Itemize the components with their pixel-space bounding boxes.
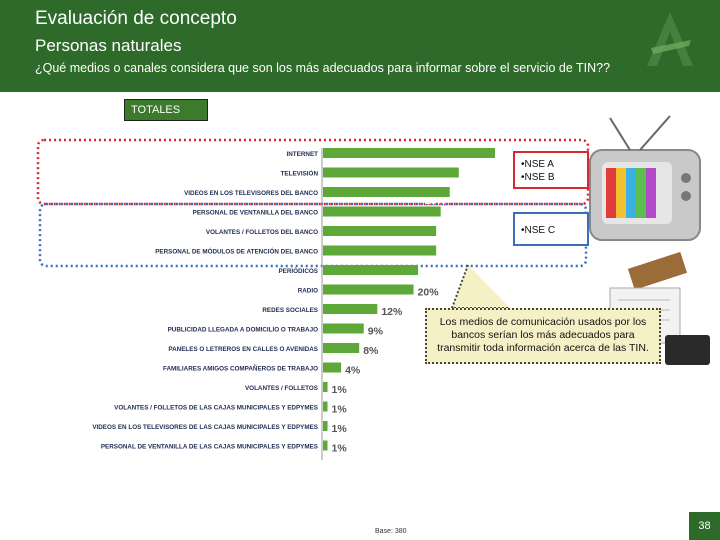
bar: [323, 187, 450, 197]
value-label: 30%: [434, 176, 456, 188]
conclusion-callout: Los medios de comunicación usados por lo…: [425, 308, 661, 364]
legend-item: •NSE A: [521, 159, 554, 170]
survey-question: ¿Qué medios o canales considera que son …: [35, 61, 611, 75]
legend-item: •NSE C: [521, 225, 556, 236]
value-label: 4%: [345, 365, 361, 377]
page-title: Evaluación de concepto: [35, 8, 237, 29]
bar: [323, 362, 342, 373]
base-sample-label: Base: 380: [375, 528, 407, 535]
bar: [323, 226, 437, 236]
bar: [323, 284, 414, 295]
bar: [323, 148, 495, 158]
page-number: 38: [689, 512, 720, 540]
value-label: 26%: [416, 215, 438, 227]
category-label: PERSONAL DE VENTANILLA DE LAS CAJAS MUNI…: [101, 444, 318, 451]
bar: [323, 382, 328, 392]
bar: [323, 167, 459, 178]
bar: [323, 206, 441, 217]
value-label: 20%: [418, 287, 440, 299]
value-label: 12%: [381, 306, 403, 318]
header-band: Evaluación de concepto Personas naturale…: [0, 0, 720, 92]
bar: [323, 245, 437, 256]
bar: [323, 265, 419, 275]
value-label: 9%: [368, 326, 384, 338]
callout-pointer: [450, 264, 510, 309]
category-label: VOLANTES / FOLLETOS DEL BANCO: [206, 229, 318, 236]
category-label: PERSONAL DE MÓDULOS DE ATENCIÓN DEL BANC…: [155, 247, 318, 256]
legend-nse-c: •NSE C: [513, 212, 589, 246]
value-label: 1%: [332, 443, 348, 455]
category-label: PANELES O LETREROS EN CALLES O AVENIDAS: [168, 346, 318, 353]
nse-ab-highlight-box: [36, 138, 590, 206]
brand-logo-icon: [647, 12, 693, 66]
value-label: 28%: [425, 195, 447, 207]
category-label: PUBLICIDAD LLEGADA A DOMICILIO O TRABAJO: [168, 327, 319, 334]
category-label: VOLANTES / FOLLETOS DE LAS CAJAS MUNICIP…: [114, 405, 318, 412]
bar: [323, 323, 364, 334]
value-label: 38%: [470, 156, 492, 168]
category-label: REDES SOCIALES: [262, 307, 318, 314]
category-label: VIDEOS EN LOS TELEVISORES DEL BANCO: [184, 190, 318, 197]
category-label: VOLANTES / FOLLETOS: [245, 385, 318, 392]
bar: [323, 343, 360, 353]
category-label: INTERNET: [287, 151, 319, 158]
bar: [323, 421, 328, 431]
category-label: PERIÓDICOS: [278, 266, 318, 275]
totales-label: TOTALES: [124, 99, 208, 121]
category-label: FAMILIARES AMIGOS COMPAÑEROS DE TRABAJO: [163, 364, 318, 373]
value-label: 21%: [393, 273, 415, 285]
nse-c-highlight-box: [38, 202, 588, 268]
category-label: PERSONAL DE VENTANILLA DEL BANCO: [193, 210, 318, 217]
bar: [323, 440, 328, 451]
bar: [323, 304, 378, 314]
value-label: 1%: [332, 404, 348, 416]
value-label: 1%: [332, 423, 348, 435]
category-label: TELEVISIÓN: [281, 169, 319, 178]
value-label: 1%: [332, 384, 348, 396]
value-label: 25%: [411, 254, 433, 266]
bar: [323, 401, 328, 412]
legend-nse-ab: •NSE A •NSE B: [513, 151, 589, 189]
category-label: RADIO: [298, 288, 318, 295]
page-subtitle: Personas naturales: [35, 36, 182, 55]
legend-item: •NSE B: [521, 172, 555, 183]
value-label: 8%: [363, 345, 379, 357]
category-label: VIDEOS EN LOS TELEVISORES DE LAS CAJAS M…: [92, 424, 318, 431]
value-label: 25%: [411, 234, 433, 246]
